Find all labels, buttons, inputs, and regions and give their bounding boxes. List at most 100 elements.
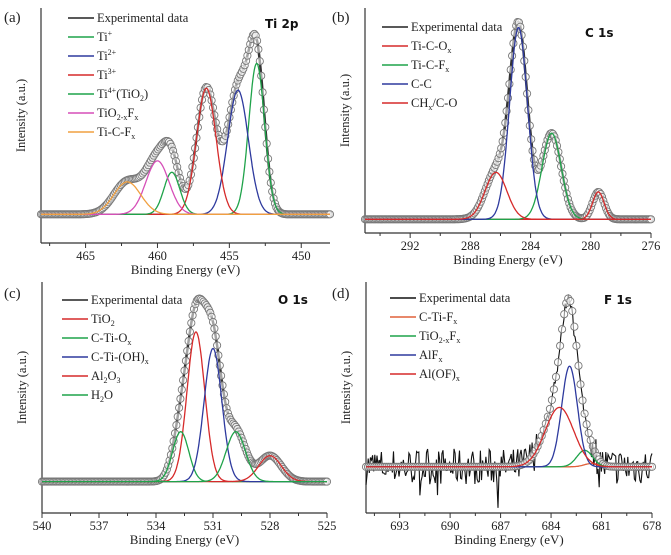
component-curve-ti4-tio2- xyxy=(41,171,330,215)
x-tick-label: 681 xyxy=(592,519,611,533)
legend-label: Experimental data xyxy=(411,20,503,34)
legend-label-part: Ti xyxy=(97,49,108,63)
legend-label-part: x xyxy=(127,338,131,347)
legend-label: TiO2-xFx xyxy=(97,106,138,122)
legend-label: H2O xyxy=(91,388,113,404)
legend: Experimental dataTi+Ti2+Ti3+Ti4+(TiO2)Ti… xyxy=(68,11,189,141)
x-tick-label: 678 xyxy=(643,519,662,533)
legend-label-part: x xyxy=(445,65,449,74)
legend-label-part: C-Ti-(OH) xyxy=(91,350,145,364)
legend-label-part: Experimental data xyxy=(91,293,183,307)
experimental-point xyxy=(210,324,219,333)
experimental-point xyxy=(545,404,554,413)
legend-label: CHx/C-O xyxy=(411,96,457,112)
legend-label: TiO2-xFx xyxy=(419,329,460,345)
legend-label-part: x xyxy=(134,113,138,122)
x-tick-label: 537 xyxy=(90,519,109,533)
component-curve-ti2- xyxy=(41,89,330,215)
experimental-point xyxy=(184,337,193,346)
experimental-point xyxy=(568,306,577,316)
x-tick-label: 525 xyxy=(318,519,337,533)
panel-o1s: 540 537 534 531 528 525 Binding Energy (eV) Int… xyxy=(4,282,336,547)
legend: Experimental dataC-Ti-FxTiO2-xFxAlFxAl(O… xyxy=(390,291,511,383)
experimental-point xyxy=(553,358,563,367)
component-curve-chx-c-o xyxy=(365,171,651,220)
x-tick-label: 534 xyxy=(147,519,167,533)
experimental-point xyxy=(224,120,233,129)
legend-label-part: O xyxy=(104,388,113,402)
y-axis-label: Intensity (a.u.) xyxy=(15,351,29,424)
experimental-point xyxy=(570,322,579,331)
x-axis-label: Binding Energy (eV) xyxy=(454,532,564,547)
experimental-point xyxy=(576,380,585,389)
legend-label-part: (TiO xyxy=(116,87,140,101)
legend-label: Ti2+ xyxy=(97,48,117,63)
legend-label-part: x xyxy=(456,374,460,383)
experimental-point xyxy=(219,390,228,399)
experimental-point xyxy=(584,428,593,438)
legend-label: TiO2 xyxy=(91,312,115,328)
y-axis-label: Intensity (a.u.) xyxy=(338,74,352,147)
component-curve-alfx xyxy=(366,365,652,468)
experimental-point xyxy=(558,325,567,334)
x-tick-label: 693 xyxy=(390,519,409,533)
legend-label-part: TiO xyxy=(419,329,439,343)
experimental-point xyxy=(185,327,194,336)
legend-label: Al2O3 xyxy=(91,369,121,385)
panel-f1s: 693 690 687 684 681 678 Binding Energy (eV) Int… xyxy=(332,282,661,547)
legend-label-part: Experimental data xyxy=(419,291,511,305)
panel-label: (d) xyxy=(332,286,350,302)
legend-label-part: C-Ti-O xyxy=(91,331,127,345)
experimental-point xyxy=(211,332,220,341)
legend-label: AlFx xyxy=(419,348,442,364)
panel-label: (b) xyxy=(332,10,350,26)
legend-label: Experimental data xyxy=(97,11,189,25)
x-tick-label: 284 xyxy=(521,239,541,253)
component-curve-al-of-x xyxy=(366,406,652,468)
legend-label-part: x xyxy=(456,336,460,345)
legend-label-part: + xyxy=(108,29,113,38)
experimental-point xyxy=(177,385,186,394)
legend-label-part: x xyxy=(145,357,149,366)
x-tick-label: 528 xyxy=(261,519,280,533)
legend-label-part: C-Ti-F xyxy=(419,310,453,324)
legend-label-part: C-C xyxy=(411,77,432,91)
experimental-point xyxy=(179,376,188,385)
x-tick-label: 450 xyxy=(292,249,311,263)
component-curve-tio2 xyxy=(42,331,327,483)
legend-label-part: TiO xyxy=(97,106,117,120)
experimental-point xyxy=(210,111,219,120)
x-tick-label: 292 xyxy=(401,239,420,253)
legend-label: Ti4+(TiO2) xyxy=(97,86,148,103)
legend-label-part: Al(OF) xyxy=(419,367,456,381)
legend-label: Ti+ xyxy=(97,29,113,44)
legend-label-part: AlF xyxy=(419,348,439,362)
experimental-point xyxy=(213,341,222,350)
legend-label-part: F xyxy=(449,329,456,343)
legend-label-part: ) xyxy=(144,87,148,101)
legend-label-part: x xyxy=(131,132,135,141)
x-tick-label: 531 xyxy=(204,519,223,533)
legend-label-part: H xyxy=(91,388,100,402)
experimental-point xyxy=(566,297,575,306)
experimental-point xyxy=(183,346,192,355)
experimental-point xyxy=(574,361,583,370)
panel-title: Ti 2p xyxy=(265,17,299,31)
legend-label-part: TiO xyxy=(91,312,111,326)
legend-label: Ti3+ xyxy=(97,67,117,82)
legend-label-part: 2-x xyxy=(439,336,450,345)
experimental-point xyxy=(181,356,190,365)
x-axis-label: Binding Energy (eV) xyxy=(130,532,240,547)
legend-label: Ti-C-Ox xyxy=(411,39,451,55)
legend-label: Al(OF)x xyxy=(419,367,460,383)
x-tick-label: 280 xyxy=(581,239,600,253)
legend-label: C-Ti-Ox xyxy=(91,331,131,347)
component-curve-ti3- xyxy=(41,87,330,215)
legend-label: C-C xyxy=(411,77,432,91)
experimental-point xyxy=(255,57,264,66)
legend-label-part: F xyxy=(127,106,134,120)
legend-label-part: 4+ xyxy=(108,86,117,95)
experimental-point xyxy=(506,65,515,74)
experimental-point xyxy=(509,39,518,48)
legend-label: Experimental data xyxy=(419,291,511,305)
